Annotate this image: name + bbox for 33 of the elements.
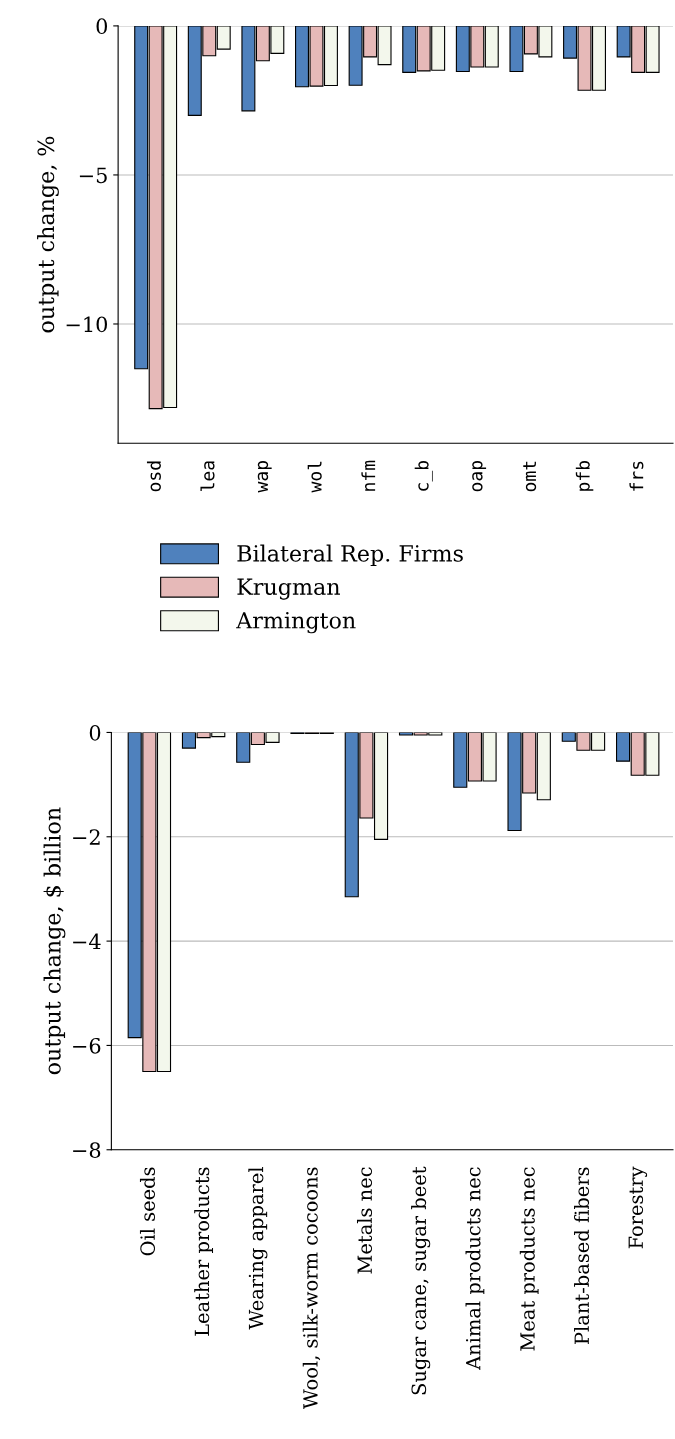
x-tick-label: Sugar cane, sugar beet [411,1166,431,1395]
x-tick-label: frs [629,461,644,491]
x-tick-label: osd [146,461,161,492]
x-tick-label: Meat products nec [519,1167,539,1351]
x-tick-label: Wearing apparel [248,1167,268,1330]
x-tick-label: pfb [575,460,594,491]
x-tick-label: wol [307,461,322,493]
x-tick-label: nfm [361,460,376,491]
y-tick-label: −6 [73,1037,101,1054]
y-tick-label: −2 [73,829,100,845]
x-tick-label: c_b [414,460,433,491]
x-tick-label: Forestry [628,1166,648,1249]
legend-label: Armington [236,612,356,634]
y-axis-title: output change, % [37,136,59,333]
y-tick-label: 0 [89,724,101,741]
y-tick-label: 0 [96,18,108,35]
x-tick-label: Wool, silk-worm cocoons [302,1167,321,1410]
y-tick-label: −10 [66,316,108,333]
x-tick-label: Plant-based fibers [574,1167,590,1344]
x-tick-label: Leather products [194,1167,214,1336]
x-tick-label: lea [200,461,215,492]
y-tick-label: −5 [79,167,107,184]
legend-label: Krugman [237,578,340,600]
x-tick-label: Metals nec [356,1167,373,1274]
x-tick-label: oap [472,460,487,492]
x-tick-label: Animal products nec [465,1167,485,1370]
x-tick-label: Oil seeds [139,1167,155,1256]
x-tick-label: omt [523,461,537,492]
x-tick-label: wap [257,460,272,493]
y-tick-label: −4 [73,933,101,950]
y-axis-title: output change, $ billion [43,807,66,1075]
legend-label: Bilateral Rep. Firms [237,544,463,567]
y-tick-label: −8 [73,1142,101,1158]
